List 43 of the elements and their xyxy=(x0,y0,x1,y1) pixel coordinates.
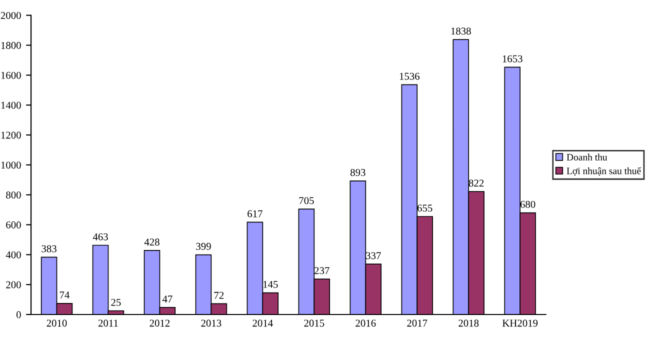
x-tick-label: 2016 xyxy=(356,320,376,327)
data-label: 705 xyxy=(299,197,314,204)
y-tick-label: 1400 xyxy=(1,102,21,109)
data-label: 1536 xyxy=(400,72,420,80)
x-tick-label: 2010 xyxy=(46,320,67,327)
x-tick-label: 2012 xyxy=(150,320,170,327)
data-label: 72 xyxy=(214,292,224,299)
legend-label: Lợi nhuận sau thuế xyxy=(566,167,642,176)
y-tick-label: 200 xyxy=(6,281,21,288)
data-label: 428 xyxy=(144,238,160,246)
x-tick-label: 2013 xyxy=(201,320,222,327)
data-label: 383 xyxy=(42,245,56,252)
y-tick-label: 400 xyxy=(6,251,21,258)
data-label: 1653 xyxy=(502,55,522,62)
data-label: 463 xyxy=(92,233,108,240)
y-tick-label: 0 xyxy=(16,311,21,318)
data-label: 822 xyxy=(468,180,484,187)
data-label: 1838 xyxy=(451,28,471,35)
y-tick-label: 1800 xyxy=(1,42,21,49)
data-label: 145 xyxy=(264,280,278,288)
data-label: 893 xyxy=(350,168,366,176)
y-tick-label: 1600 xyxy=(1,72,21,79)
data-label: 337 xyxy=(366,252,381,260)
x-tick-label: 2011 xyxy=(98,320,118,327)
data-label: 617 xyxy=(248,210,262,218)
data-label: 74 xyxy=(60,292,70,298)
y-tick-label: 2000 xyxy=(0,12,21,20)
data-label: 399 xyxy=(196,242,211,250)
x-tick-label: 2014 xyxy=(252,320,273,327)
y-tick-label: 1200 xyxy=(1,132,21,139)
y-tick-label: 1000 xyxy=(1,162,21,169)
x-tick-label: 2018 xyxy=(458,320,479,327)
y-tick-label: 800 xyxy=(6,192,21,199)
x-tick-label: KH2019 xyxy=(502,320,538,327)
data-label: 25 xyxy=(111,298,121,306)
data-label: 655 xyxy=(417,204,432,212)
y-tick-label: 600 xyxy=(6,221,21,228)
x-tick-label: 2015 xyxy=(304,320,324,327)
legend-label: Doanh thu xyxy=(566,154,608,160)
data-label: 47 xyxy=(162,296,172,302)
x-tick-label: 2017 xyxy=(407,320,428,327)
data-label: 680 xyxy=(520,200,536,208)
data-label: 237 xyxy=(314,267,330,274)
